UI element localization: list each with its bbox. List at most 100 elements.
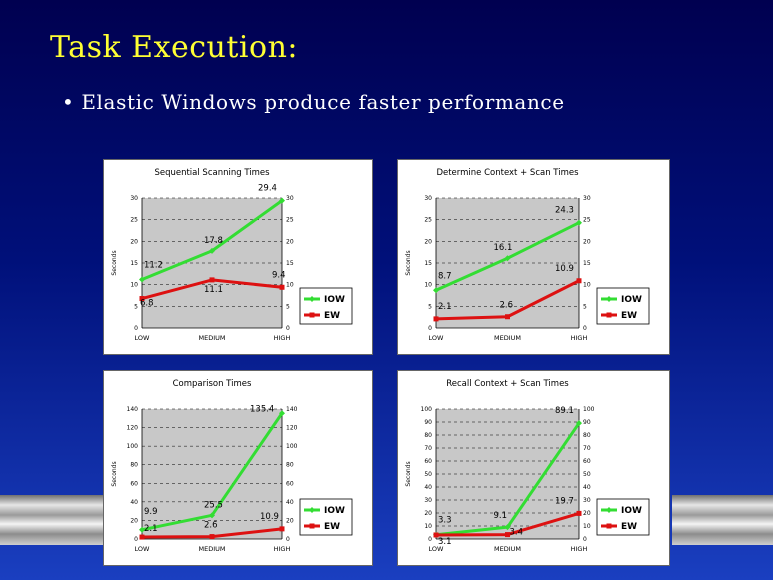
y-tick-label-right: 10: [286, 282, 294, 289]
x-category-label: LOW: [429, 334, 445, 342]
data-label: 3.3: [438, 516, 452, 526]
chart-recall-context: Recall Context + Scan Times 0 0 10 10 20 20 30 3…: [397, 370, 670, 566]
data-label: 10.9: [260, 512, 279, 522]
data-label: 2.1: [144, 524, 158, 534]
data-label: 25.5: [204, 500, 223, 510]
y-tick-label-left: 90: [424, 419, 432, 426]
data-label: 10.9: [555, 264, 574, 274]
y-tick-label-right: 0: [286, 536, 290, 543]
y-tick-label-right: 15: [286, 260, 294, 267]
y-tick-label-right: 40: [286, 499, 294, 506]
y-axis-label: Seconds: [405, 461, 412, 486]
x-category-label: MEDIUM: [494, 334, 521, 342]
y-tick-label-right: 5: [583, 303, 587, 310]
x-category-label: LOW: [135, 545, 151, 553]
y-tick-label-left: 40: [130, 499, 138, 506]
data-label: 3.4: [510, 528, 524, 538]
y-tick-label-right: 30: [583, 195, 591, 202]
y-tick-label-left: 0: [428, 325, 432, 332]
legend-label-iow: IOW: [324, 295, 345, 305]
y-tick-label-right: 50: [583, 471, 591, 478]
legend-marker-ew: [606, 523, 612, 529]
y-tick-label-right: 70: [583, 445, 591, 452]
y-tick-label-left: 80: [130, 462, 138, 469]
legend-label-iow: IOW: [621, 295, 642, 305]
data-label: 8.7: [438, 271, 452, 281]
y-tick-label-left: 120: [127, 425, 139, 432]
x-category-label: MEDIUM: [494, 545, 521, 553]
y-tick-label-right: 25: [583, 217, 591, 224]
legend-marker-iow: [606, 507, 612, 513]
y-tick-label-right: 20: [286, 238, 294, 245]
x-category-label: HIGH: [274, 334, 291, 342]
chart-title: Comparison Times: [173, 379, 252, 389]
y-tick-label-left: 70: [424, 445, 432, 452]
y-tick-label-left: 100: [421, 406, 433, 413]
data-point-iow: [139, 276, 145, 283]
y-tick-label-right: 20: [583, 238, 591, 245]
legend-marker-iow: [309, 296, 315, 302]
y-tick-label-right: 30: [286, 195, 294, 202]
data-point-ew: [576, 278, 582, 284]
data-label: 3.1: [438, 537, 452, 547]
y-tick-label-left: 30: [130, 195, 138, 202]
data-point-ew: [209, 277, 215, 283]
chart-svg: Comparison Times 0 0 20 20 40 40 60 60 80 80 100 100…: [111, 379, 353, 553]
y-tick-label-right: 80: [286, 462, 294, 469]
chart-sequential-scanning: Sequential Scanning Times 0 0 5 5 10 10 15 15 20 2…: [103, 159, 373, 355]
y-tick-label-left: 5: [428, 303, 432, 310]
y-tick-label-right: 0: [286, 325, 290, 332]
chart-title: Sequential Scanning Times: [154, 168, 270, 178]
y-tick-label-right: 30: [583, 497, 591, 504]
y-tick-label-left: 0: [134, 325, 138, 332]
data-label: 135.4: [250, 404, 274, 414]
x-category-label: MEDIUM: [198, 545, 225, 553]
legend-box: [299, 287, 353, 325]
data-point-iow: [139, 526, 145, 533]
chart-svg: Sequential Scanning Times 0 0 5 5 10 10 15 15 20 2…: [111, 168, 353, 342]
y-tick-label-left: 0: [428, 536, 432, 543]
data-point-ew: [279, 284, 285, 290]
y-tick-label-left: 30: [424, 497, 432, 504]
x-category-label: LOW: [135, 334, 151, 342]
y-tick-label-right: 80: [583, 432, 591, 439]
y-tick-label-left: 20: [130, 517, 138, 524]
legend-label-iow: IOW: [324, 506, 345, 516]
y-tick-label-left: 5: [134, 303, 138, 310]
chart-svg: Determine Context + Scan Times 0 0 5 5 10 10 15…: [405, 168, 650, 342]
chart-title: Recall Context + Scan Times: [446, 379, 569, 389]
data-label: 19.7: [555, 496, 574, 506]
y-tick-label-left: 60: [130, 480, 138, 487]
data-point-iow: [209, 512, 215, 519]
y-tick-label-right: 100: [286, 443, 298, 450]
data-point-ew: [505, 314, 510, 320]
legend-marker-ew: [309, 523, 315, 529]
data-label: 11.2: [144, 260, 163, 270]
y-tick-label-right: 25: [286, 217, 294, 224]
y-tick-label-left: 10: [424, 282, 432, 289]
legend-label-ew: EW: [324, 311, 340, 321]
data-label: 2.6: [204, 521, 218, 531]
chart-title: Determine Context + Scan Times: [436, 168, 579, 178]
data-point-ew: [505, 532, 510, 538]
y-tick-label-right: 90: [583, 419, 591, 426]
y-tick-label-left: 20: [424, 510, 432, 517]
x-category-label: HIGH: [274, 545, 291, 553]
y-tick-label-left: 140: [127, 406, 139, 413]
x-category-label: HIGH: [571, 334, 588, 342]
y-axis-label: Seconds: [405, 250, 412, 275]
y-tick-label-right: 120: [286, 425, 298, 432]
y-axis-label: Seconds: [111, 250, 118, 275]
y-tick-label-left: 10: [424, 523, 432, 530]
x-category-label: MEDIUM: [198, 334, 225, 342]
y-tick-label-left: 20: [130, 238, 138, 245]
data-label: 9.9: [144, 507, 158, 517]
data-point-iow: [279, 410, 285, 417]
data-point-iow: [504, 255, 511, 262]
x-category-label: HIGH: [571, 545, 588, 553]
y-axis-label: Seconds: [111, 461, 118, 486]
y-tick-label-left: 0: [134, 536, 138, 543]
y-tick-label-left: 100: [127, 443, 139, 450]
y-tick-label-right: 0: [583, 325, 587, 332]
data-point-iow: [576, 420, 582, 427]
